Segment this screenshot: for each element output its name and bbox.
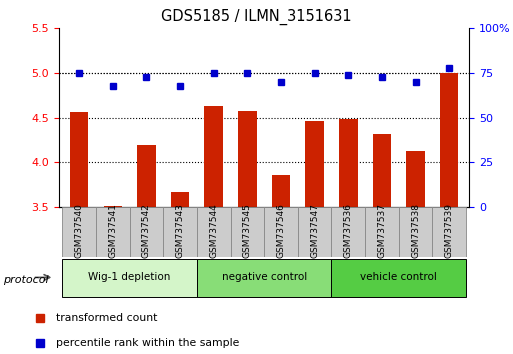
Text: transformed count: transformed count: [55, 313, 157, 323]
FancyBboxPatch shape: [264, 207, 298, 257]
Bar: [104, 206, 122, 207]
FancyBboxPatch shape: [63, 259, 197, 297]
Text: GSM737545: GSM737545: [243, 204, 252, 258]
FancyBboxPatch shape: [197, 259, 331, 297]
Text: GSM737544: GSM737544: [209, 204, 218, 258]
Text: GSM737537: GSM737537: [378, 204, 386, 258]
Text: Wig-1 depletion: Wig-1 depletion: [88, 273, 171, 282]
Bar: [70, 112, 88, 207]
FancyBboxPatch shape: [432, 207, 466, 257]
Bar: [305, 121, 324, 207]
Text: GSM737539: GSM737539: [445, 204, 453, 258]
Text: GSM737541: GSM737541: [108, 204, 117, 258]
FancyBboxPatch shape: [399, 207, 432, 257]
FancyBboxPatch shape: [331, 259, 466, 297]
Bar: [406, 151, 425, 207]
FancyBboxPatch shape: [63, 207, 96, 257]
FancyBboxPatch shape: [298, 207, 331, 257]
FancyBboxPatch shape: [230, 207, 264, 257]
Bar: [238, 112, 256, 207]
Text: GSM737547: GSM737547: [310, 204, 319, 258]
Bar: [205, 106, 223, 207]
Bar: [339, 119, 358, 207]
Bar: [440, 73, 459, 207]
FancyBboxPatch shape: [163, 207, 197, 257]
Text: vehicle control: vehicle control: [360, 273, 437, 282]
FancyBboxPatch shape: [365, 207, 399, 257]
Text: GSM737543: GSM737543: [175, 204, 185, 258]
FancyBboxPatch shape: [96, 207, 130, 257]
Bar: [137, 144, 156, 207]
FancyBboxPatch shape: [197, 207, 230, 257]
Bar: [272, 175, 290, 207]
Bar: [372, 134, 391, 207]
Text: GSM737538: GSM737538: [411, 204, 420, 258]
Text: GDS5185 / ILMN_3151631: GDS5185 / ILMN_3151631: [161, 9, 352, 25]
Bar: [171, 192, 189, 207]
Text: GSM737546: GSM737546: [277, 204, 286, 258]
Text: negative control: negative control: [222, 273, 307, 282]
Text: GSM737536: GSM737536: [344, 204, 353, 258]
Text: protocol: protocol: [3, 275, 48, 285]
Text: percentile rank within the sample: percentile rank within the sample: [55, 338, 239, 348]
FancyBboxPatch shape: [331, 207, 365, 257]
Text: GSM737540: GSM737540: [75, 204, 84, 258]
FancyBboxPatch shape: [130, 207, 163, 257]
Text: GSM737542: GSM737542: [142, 204, 151, 258]
